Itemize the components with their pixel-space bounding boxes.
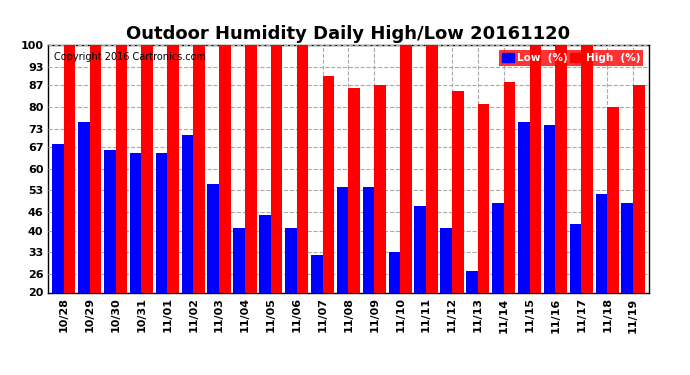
- Bar: [233, 228, 245, 292]
- Bar: [504, 82, 515, 292]
- Bar: [595, 194, 607, 292]
- Bar: [285, 228, 297, 292]
- Bar: [622, 203, 633, 292]
- Bar: [337, 188, 348, 292]
- Bar: [348, 88, 360, 292]
- Bar: [581, 45, 593, 292]
- Bar: [570, 224, 581, 292]
- Bar: [633, 85, 644, 292]
- Bar: [544, 125, 555, 292]
- Bar: [555, 45, 567, 292]
- Legend: Low  (%), High  (%): Low (%), High (%): [499, 50, 643, 66]
- Bar: [466, 271, 477, 292]
- Bar: [193, 45, 205, 292]
- Bar: [52, 144, 63, 292]
- Bar: [130, 153, 141, 292]
- Bar: [208, 184, 219, 292]
- Bar: [400, 45, 412, 292]
- Bar: [156, 153, 167, 292]
- Text: Copyright 2016 Cartronics.com: Copyright 2016 Cartronics.com: [55, 53, 206, 62]
- Bar: [415, 206, 426, 292]
- Bar: [115, 45, 127, 292]
- Bar: [388, 252, 400, 292]
- Bar: [219, 45, 230, 292]
- Bar: [607, 107, 619, 292]
- Bar: [297, 45, 308, 292]
- Bar: [363, 188, 374, 292]
- Bar: [63, 45, 75, 292]
- Bar: [518, 122, 529, 292]
- Bar: [440, 228, 452, 292]
- Bar: [374, 85, 386, 292]
- Bar: [90, 45, 101, 292]
- Title: Outdoor Humidity Daily High/Low 20161120: Outdoor Humidity Daily High/Low 20161120: [126, 26, 571, 44]
- Bar: [181, 135, 193, 292]
- Bar: [270, 45, 282, 292]
- Bar: [245, 45, 257, 292]
- Bar: [530, 45, 541, 292]
- Bar: [311, 255, 322, 292]
- Bar: [477, 104, 489, 292]
- Bar: [167, 45, 179, 292]
- Bar: [259, 215, 270, 292]
- Bar: [322, 76, 334, 292]
- Bar: [452, 92, 464, 292]
- Bar: [426, 45, 437, 292]
- Bar: [104, 150, 115, 292]
- Bar: [141, 45, 153, 292]
- Bar: [78, 122, 90, 292]
- Bar: [492, 203, 504, 292]
